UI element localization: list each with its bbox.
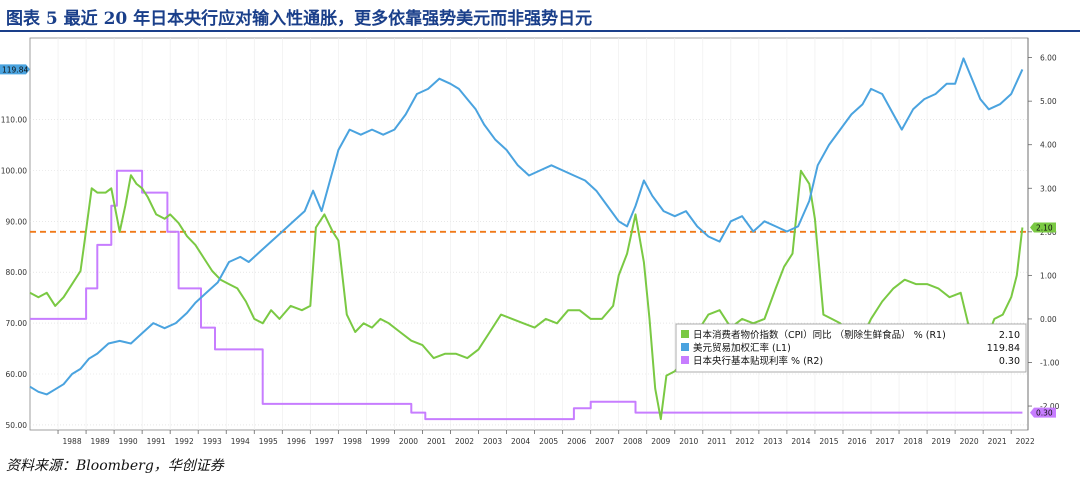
x-tick-label: 2001 xyxy=(427,437,446,446)
cpi-last-value-tag: 2.10 xyxy=(1036,223,1053,232)
usd-legend-swatch xyxy=(681,343,689,351)
usd-legend-value: 119.84 xyxy=(987,343,1020,354)
right-tick-label: -2.00 xyxy=(1040,402,1060,411)
title-rule xyxy=(0,30,1080,32)
cpi-legend-label: 日本消费者物价指数（CPI）同比 （剔除生鲜食品） % (R1) xyxy=(693,329,946,341)
rate-last-value-tag: 0.30 xyxy=(1036,409,1053,418)
cpi-last-value-tag-bg xyxy=(1030,222,1056,233)
legend: 日本消费者物价指数（CPI）同比 （剔除生鲜食品） % (R1) 2.10 美元贸易… xyxy=(675,323,1027,373)
usd-legend-label: 美元贸易加权汇率 (L1) xyxy=(693,342,791,354)
right-tick-label: 1.00 xyxy=(1040,271,1057,280)
legend-box xyxy=(675,323,1027,373)
usd-last-value-tag-bg xyxy=(0,64,30,75)
rate-legend-label: 日本央行基本贴现利率 % (R2) xyxy=(693,355,823,367)
x-tick-label: 2012 xyxy=(735,437,754,446)
x-tick-label: 1999 xyxy=(371,437,390,446)
left-tick-label: 70.00 xyxy=(6,319,28,328)
x-tick-label: 1991 xyxy=(147,437,166,446)
x-tick-label: 1998 xyxy=(343,437,362,446)
x-tick-label: 1990 xyxy=(119,437,138,446)
x-tick-label: 2002 xyxy=(455,437,474,446)
x-tick-label: 2005 xyxy=(539,437,558,446)
x-tick-label: 2014 xyxy=(791,437,810,446)
rate-legend-value: 0.30 xyxy=(999,356,1020,367)
cpi-legend-value: 2.10 xyxy=(999,330,1020,341)
source-note: 资料来源：Bloomberg，华创证券 xyxy=(6,458,224,474)
x-tick-label: 2018 xyxy=(904,437,923,446)
right-tick-label: 3.00 xyxy=(1040,184,1057,193)
line-chart: 50.00 60.00 70.00 80.00 90.00 100.00 110.00 -2.… xyxy=(0,37,1060,446)
x-tick-label: 2022 xyxy=(1016,437,1035,446)
rate-last-value-tag-bg xyxy=(1030,407,1056,418)
rate-series-line xyxy=(30,169,1023,421)
x-tick-label: 1996 xyxy=(287,437,306,446)
x-tick-label: 2006 xyxy=(567,437,586,446)
right-tick-label: 0.00 xyxy=(1040,315,1057,324)
x-tick-label: 1988 xyxy=(63,437,82,446)
right-tick-label: 4.00 xyxy=(1040,141,1057,150)
x-tick-label: 2007 xyxy=(595,437,614,446)
left-tick-label: 100.00 xyxy=(1,166,27,175)
x-tick-label: 2016 xyxy=(847,437,866,446)
left-tick-label: 60.00 xyxy=(6,370,28,379)
x-tick-label: 2008 xyxy=(623,437,642,446)
page-title: 图表 5 最近 20 年日本央行应对输入性通胀，更多依靠强势美元而非强势日元 xyxy=(6,9,593,29)
x-tick-label: 1997 xyxy=(315,437,334,446)
x-tick-label: 1993 xyxy=(203,437,222,446)
x-tick-label: 1989 xyxy=(91,437,110,446)
x-tick-label: 2015 xyxy=(819,437,838,446)
x-tick-label: 2010 xyxy=(679,437,698,446)
x-tick-label: 2019 xyxy=(932,437,951,446)
x-tick-label: 2011 xyxy=(707,437,726,446)
left-tick-label: 90.00 xyxy=(6,217,28,226)
x-tick-label: 2004 xyxy=(511,437,530,446)
usd-last-value-tag: 119.84 xyxy=(2,65,28,74)
x-tick-label: 2013 xyxy=(763,437,782,446)
left-tick-label: 80.00 xyxy=(6,268,28,277)
x-tick-label: 1994 xyxy=(231,437,250,446)
x-tick-label: 2009 xyxy=(651,437,670,446)
right-tick-label: -1.00 xyxy=(1040,358,1060,367)
x-tick-label: 2000 xyxy=(399,437,418,446)
rate-legend-swatch xyxy=(681,356,689,364)
x-tick-label: 1992 xyxy=(175,437,194,446)
right-tick-label: 5.00 xyxy=(1040,97,1057,106)
x-tick-label: 2021 xyxy=(988,437,1007,446)
cpi-legend-swatch xyxy=(681,330,689,338)
left-tick-label: 50.00 xyxy=(6,421,28,430)
left-tick-label: 110.00 xyxy=(1,115,27,124)
axes-group: 50.00 60.00 70.00 80.00 90.00 100.00 110.00 -2.… xyxy=(0,38,1060,446)
x-tick-label: 2017 xyxy=(875,437,894,446)
x-tick-label: 2020 xyxy=(960,437,979,446)
x-tick-label: 2003 xyxy=(483,437,502,446)
x-tick-label: 1995 xyxy=(259,437,278,446)
right-tick-label: 6.00 xyxy=(1040,54,1057,63)
usd-series-line xyxy=(29,57,1024,396)
